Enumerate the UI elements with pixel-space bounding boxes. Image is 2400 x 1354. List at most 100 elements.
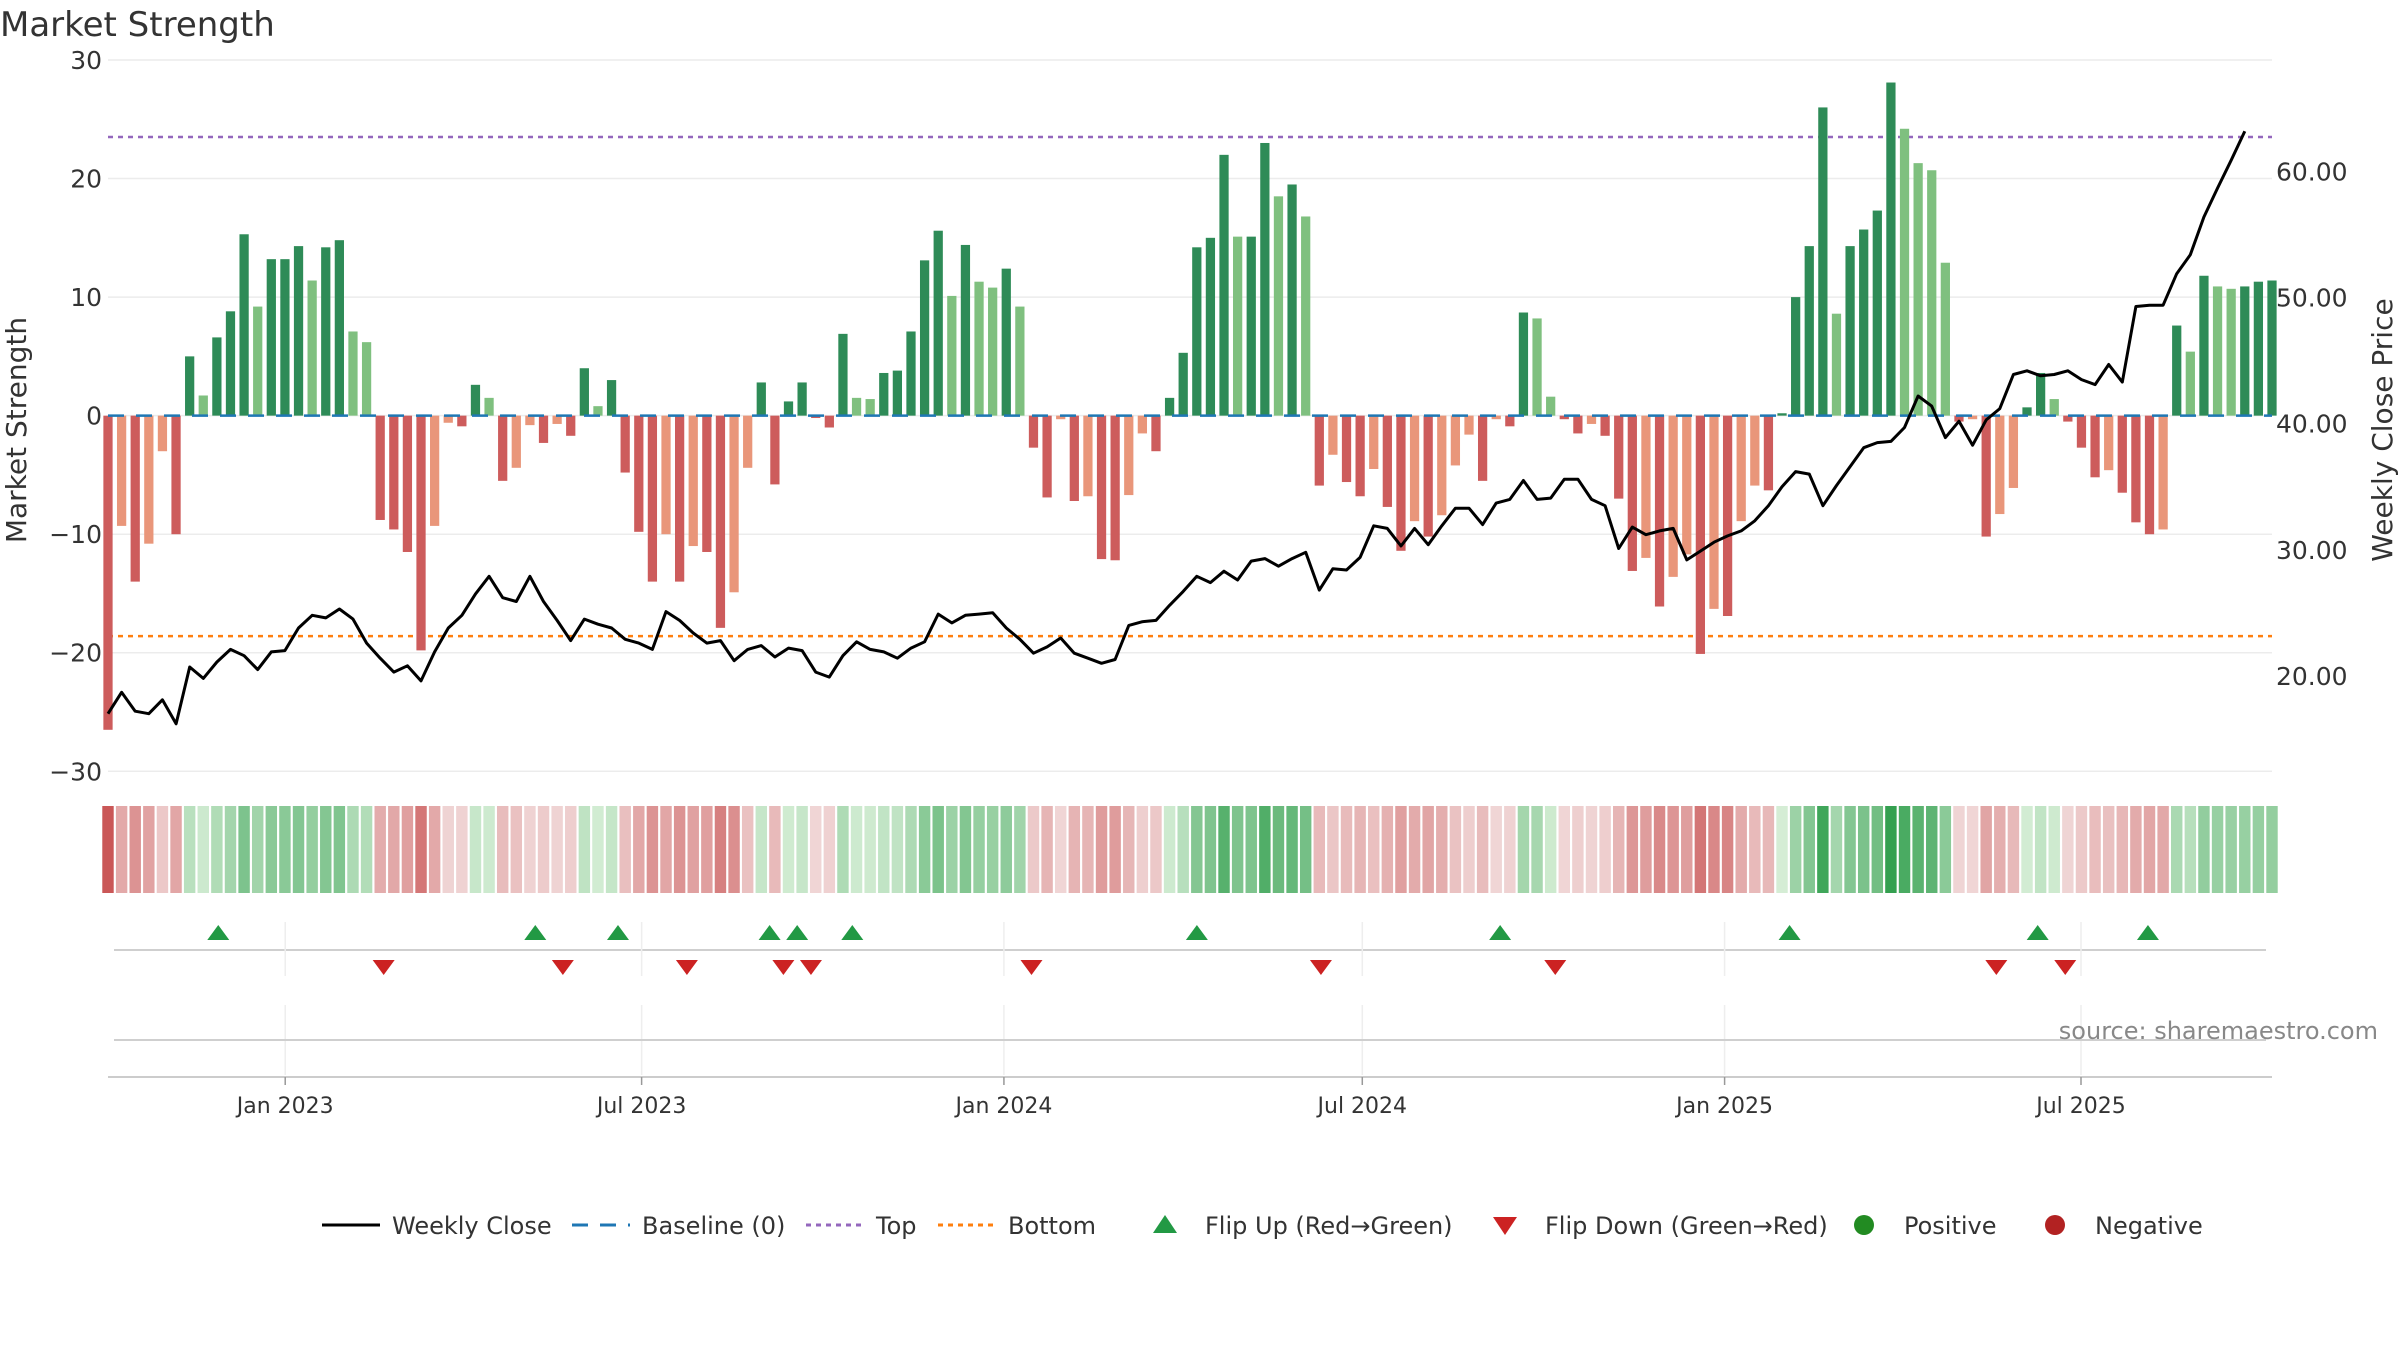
heat-cell	[619, 806, 631, 893]
strength-bar	[280, 259, 290, 416]
flip-up-marker	[2026, 925, 2049, 940]
strength-bar	[606, 380, 617, 416]
strength-bar	[620, 415, 630, 473]
heat-cell	[1585, 806, 1598, 893]
heat-cell	[551, 806, 563, 893]
x-tick-label: Jul 2024	[1316, 1094, 1408, 1119]
heat-cell	[320, 806, 332, 893]
strength-bar	[375, 415, 385, 520]
chart-title: Market Strength	[0, 5, 275, 45]
heat-cell	[510, 806, 523, 893]
strength-bar	[348, 331, 358, 416]
strength-bar	[1791, 297, 1801, 416]
heat-cell	[1994, 806, 2006, 893]
heat-cell	[1626, 806, 1639, 893]
grid	[108, 59, 2272, 773]
heat-cell	[1694, 806, 1707, 893]
strength-bar	[1600, 415, 1610, 436]
strength-bar	[1940, 262, 1950, 416]
heat-cell	[2252, 806, 2265, 893]
strength-bar	[171, 415, 181, 535]
heat-cell	[1014, 806, 1026, 893]
heat-cell	[1299, 806, 1312, 893]
legend-item-negative: Negative	[2045, 1212, 2203, 1240]
x-tick-label: Jan 2025	[1674, 1094, 1773, 1119]
strength-bar	[1859, 229, 1869, 416]
strength-bar	[1369, 415, 1379, 469]
heat-cell	[2089, 806, 2101, 893]
heat-cell	[360, 806, 373, 893]
heat-cell	[741, 806, 754, 893]
flip-down-marker	[1020, 960, 1043, 975]
flip-up-marker	[606, 925, 629, 940]
legend-label: Positive	[1904, 1212, 1997, 1240]
strength-bar	[1001, 268, 1011, 416]
y-tick-label: −20	[49, 639, 102, 668]
heat-cell	[251, 806, 264, 893]
flip-up-marker	[786, 925, 809, 940]
strength-bar	[1409, 415, 1420, 522]
flip-down-marker	[1985, 960, 2008, 975]
flip-up-marker	[1778, 925, 1801, 940]
heat-cell	[1762, 806, 1775, 893]
strength-bar	[1804, 246, 1814, 416]
heat-cell	[1531, 806, 1543, 893]
strength-bar	[919, 260, 930, 416]
strength-bar	[1586, 415, 1597, 424]
strength-bar	[1559, 415, 1569, 420]
legend-label: Top	[875, 1212, 917, 1240]
strength-bar	[1124, 415, 1134, 496]
heat-cell	[1490, 806, 1502, 893]
heat-cell	[292, 806, 305, 893]
legend-label: Negative	[2095, 1212, 2203, 1240]
heat-cell	[483, 806, 495, 893]
heat-cell	[2102, 806, 2115, 893]
flip-down-marker	[675, 960, 698, 975]
strength-bar	[1750, 415, 1760, 486]
strength-bars	[103, 82, 2277, 730]
strength-bar	[1981, 415, 1991, 537]
heat-cell	[660, 806, 672, 893]
heat-cell	[170, 806, 182, 893]
strength-bar	[1205, 237, 1216, 416]
heat-cell	[1436, 806, 1448, 893]
flip-down-marker	[1309, 960, 1332, 975]
flip-down-marker	[1544, 960, 1567, 975]
strength-bar	[239, 234, 249, 416]
heat-cell	[1327, 806, 1339, 893]
heat-cell	[1395, 806, 1407, 893]
heat-cell	[605, 806, 618, 893]
strength-bar	[865, 399, 875, 416]
y2-tick-label: 60.00	[2276, 158, 2348, 187]
heat-cell	[1422, 806, 1434, 893]
strength-bar	[1233, 236, 1243, 416]
strength-bar	[1722, 415, 1733, 616]
strength-bar	[1328, 415, 1338, 455]
strength-bar	[647, 415, 658, 582]
strength-bar	[988, 287, 998, 416]
flip-markers-panel	[114, 922, 2266, 976]
strength-bar	[1273, 196, 1284, 416]
strength-bar	[960, 244, 971, 416]
strength-bar	[538, 415, 549, 443]
strength-bar	[688, 415, 698, 547]
strength-bar	[1518, 312, 1529, 416]
strength-bar	[1777, 413, 1787, 416]
flip-up-marker	[2136, 925, 2159, 940]
strength-bar	[334, 240, 344, 416]
strength-bar	[1477, 415, 1488, 481]
heat-cell	[1000, 806, 1012, 893]
strength-bar	[402, 415, 413, 552]
heat-cell	[1667, 806, 1679, 893]
strength-bar	[307, 280, 317, 416]
heat-cell	[1041, 806, 1053, 893]
strength-bar	[851, 397, 862, 416]
legend-item-top: Top	[806, 1212, 917, 1240]
heat-cell	[333, 806, 346, 893]
heat-cell	[1286, 806, 1298, 893]
strength-bar	[1301, 216, 1311, 416]
heat-cell	[2034, 806, 2047, 893]
heat-cell	[1272, 806, 1285, 893]
heat-cell	[2225, 806, 2237, 893]
source-note: source: sharemaestro.com	[2059, 1017, 2378, 1045]
